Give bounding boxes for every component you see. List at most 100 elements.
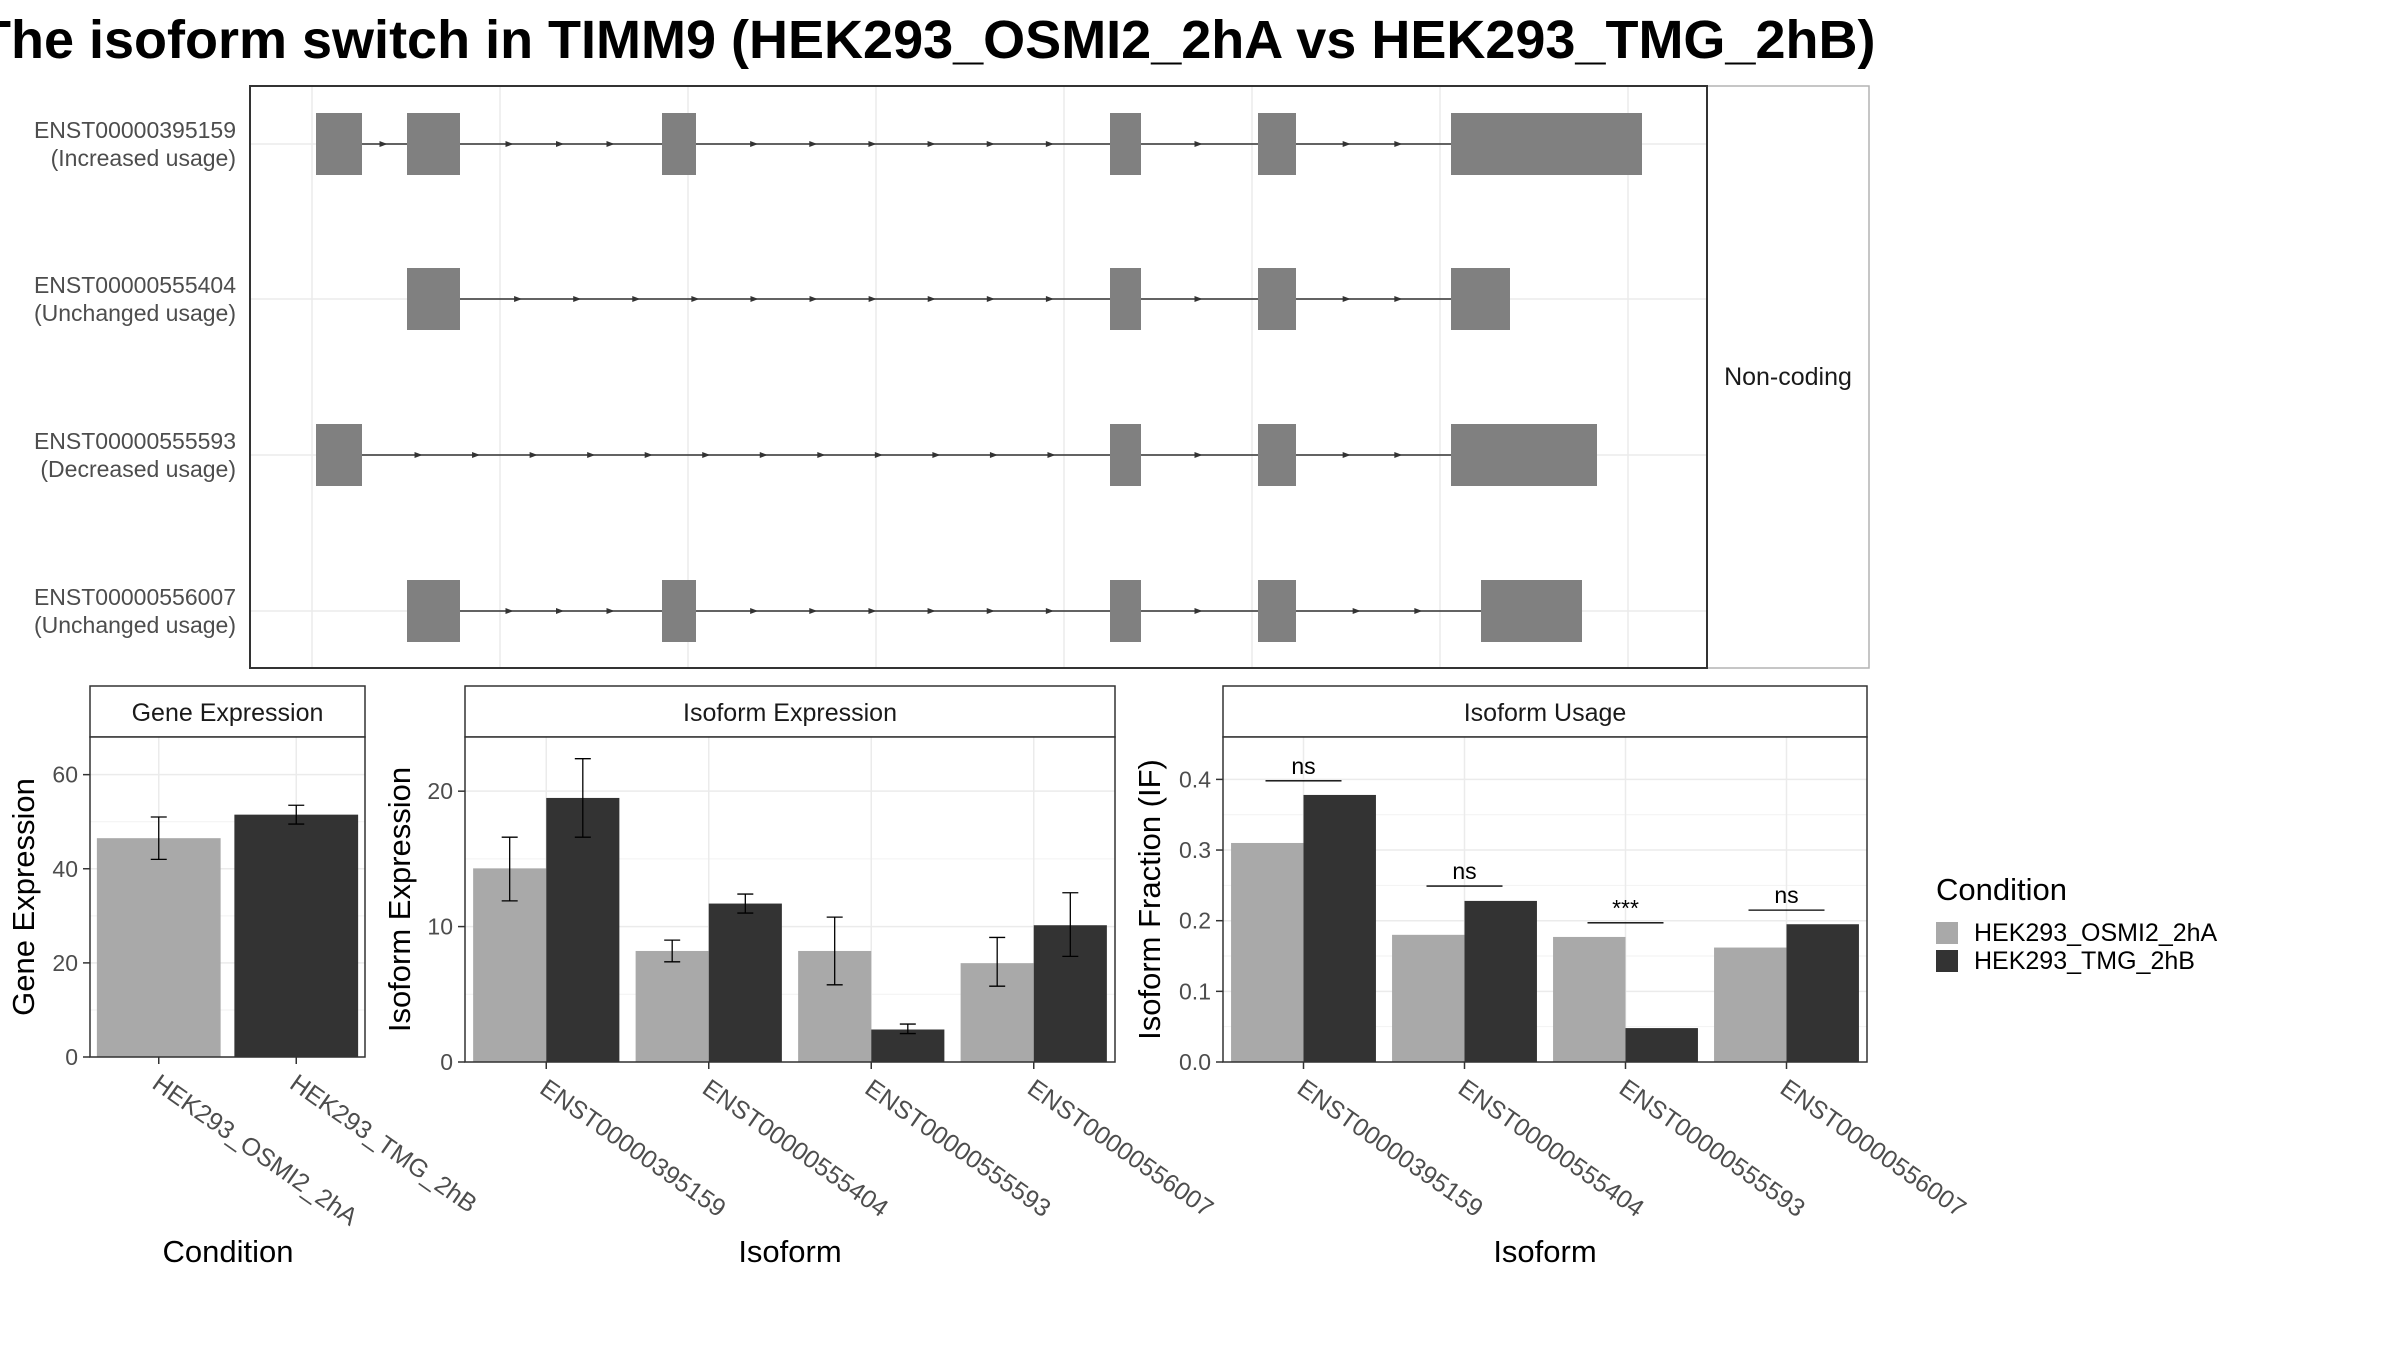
intron-direction-arrow [986, 141, 995, 147]
exon-block [1481, 580, 1582, 642]
intron-direction-arrow [1342, 141, 1351, 147]
exon-block [1110, 113, 1141, 175]
figure-title: The isoform switch in TIMM9 (HEK293_OSMI… [0, 10, 1875, 70]
panel-strip [1222, 685, 1868, 738]
bar [1625, 1028, 1698, 1062]
intron-direction-arrow [1352, 608, 1361, 614]
y-tick-label: 60 [52, 762, 78, 788]
y-axis-title: Isoform Expression [382, 767, 417, 1032]
intron-direction-arrow [472, 452, 481, 458]
bar [871, 1029, 945, 1062]
significance-label: ns [1452, 858, 1476, 884]
y-tick-label: 20 [52, 950, 78, 976]
bar [546, 797, 620, 1062]
y-axis-title: Isoform Fraction (IF) [1132, 759, 1167, 1040]
transcript-id-label: ENST00000555404 [34, 272, 236, 298]
transcript-usage-label: (Decreased usage) [40, 456, 236, 482]
y-axis-title: Gene Expression [6, 778, 41, 1016]
exon-block [1110, 580, 1141, 642]
significance-label: *** [1612, 895, 1639, 921]
intron-direction-arrow [1342, 452, 1351, 458]
panel-border [89, 736, 366, 1058]
intron-direction-arrow [927, 141, 936, 147]
intron-direction-arrow [556, 141, 564, 147]
exon-block [316, 424, 362, 486]
intron-direction-arrow [986, 608, 995, 614]
x-axis-title: Isoform [1493, 1234, 1596, 1269]
intron-direction-arrow [809, 296, 818, 302]
gene-expression-panel: Gene Expression0204060HEK293_OSMI2_2hAHE… [6, 685, 482, 1269]
intron-direction-arrow [809, 141, 818, 147]
intron-direction-arrow [556, 608, 564, 614]
bar [96, 838, 221, 1057]
intron-direction-arrow [1394, 141, 1403, 147]
intron-direction-arrow [809, 608, 818, 614]
bar [708, 903, 782, 1062]
exon-block [1451, 424, 1597, 486]
x-axis-title: Condition [163, 1234, 294, 1269]
y-tick-label: 0.2 [1179, 908, 1211, 934]
intron-direction-arrow [868, 608, 877, 614]
intron-direction-arrow [414, 452, 423, 458]
side-strip-box [1706, 85, 1870, 669]
side-strip-label: Non-coding [1724, 363, 1852, 391]
intron-direction-arrow [868, 141, 877, 147]
legend-title: Condition [1936, 872, 2067, 907]
x-axis-title: Isoform [738, 1234, 841, 1269]
exon-block [662, 580, 696, 642]
intron-direction-arrow [759, 452, 768, 458]
intron-direction-arrow [1194, 452, 1203, 458]
legend-swatch [1936, 922, 1958, 944]
bar [1553, 936, 1626, 1062]
exon-block [1451, 268, 1510, 330]
transcript-id-label: ENST00000395159 [34, 117, 236, 143]
structure-panel-border [249, 85, 1708, 669]
exon-block [316, 113, 362, 175]
y-tick-label: 0.0 [1179, 1049, 1211, 1075]
intron-direction-arrow [514, 296, 523, 302]
panel-strip-title: Isoform Usage [1464, 699, 1627, 727]
exon-block [1110, 424, 1141, 486]
intron-direction-arrow [874, 452, 883, 458]
intron-direction-arrow [702, 452, 711, 458]
legend-item-label: HEK293_OSMI2_2hA [1974, 919, 2218, 947]
intron-direction-arrow [644, 452, 653, 458]
exon-block [407, 113, 460, 175]
significance-label: ns [1774, 882, 1798, 908]
y-tick-label: 0 [440, 1049, 453, 1075]
bar [1392, 934, 1465, 1062]
transcript-usage-label: (Increased usage) [51, 145, 236, 171]
transcript-structure-panel: Non-coding ENST00000395159(Increased usag… [34, 85, 1870, 669]
transcript-usage-label: (Unchanged usage) [34, 612, 236, 638]
isoform-expression-panel: Isoform Expression01020ENST00000395159EN… [382, 685, 1218, 1269]
intron-direction-arrow [1045, 608, 1054, 614]
intron-direction-arrow [1414, 608, 1423, 614]
intron-direction-arrow [379, 141, 388, 147]
intron-direction-arrow [1394, 296, 1403, 302]
intron-direction-arrow [632, 296, 641, 302]
bar [1786, 924, 1859, 1062]
intron-direction-arrow [1194, 296, 1203, 302]
bar [1464, 900, 1537, 1062]
intron-direction-arrow [1394, 452, 1403, 458]
intron-direction-arrow [1045, 296, 1054, 302]
intron-direction-arrow [817, 452, 826, 458]
exon-block [407, 268, 460, 330]
intron-direction-arrow [505, 608, 514, 614]
transcript-usage-label: (Unchanged usage) [34, 300, 236, 326]
intron-direction-arrow [606, 141, 615, 147]
intron-direction-arrow [529, 452, 538, 458]
exon-block [1258, 580, 1296, 642]
panel-strip-title: Isoform Expression [683, 699, 897, 727]
intron-direction-arrow [750, 141, 759, 147]
bar [1714, 947, 1787, 1062]
intron-direction-arrow [868, 296, 877, 302]
bar [234, 814, 359, 1057]
exon-block [662, 113, 696, 175]
y-tick-label: 0 [65, 1044, 78, 1070]
y-tick-label: 20 [427, 778, 453, 804]
intron-direction-arrow [1194, 141, 1203, 147]
exon-block [407, 580, 460, 642]
